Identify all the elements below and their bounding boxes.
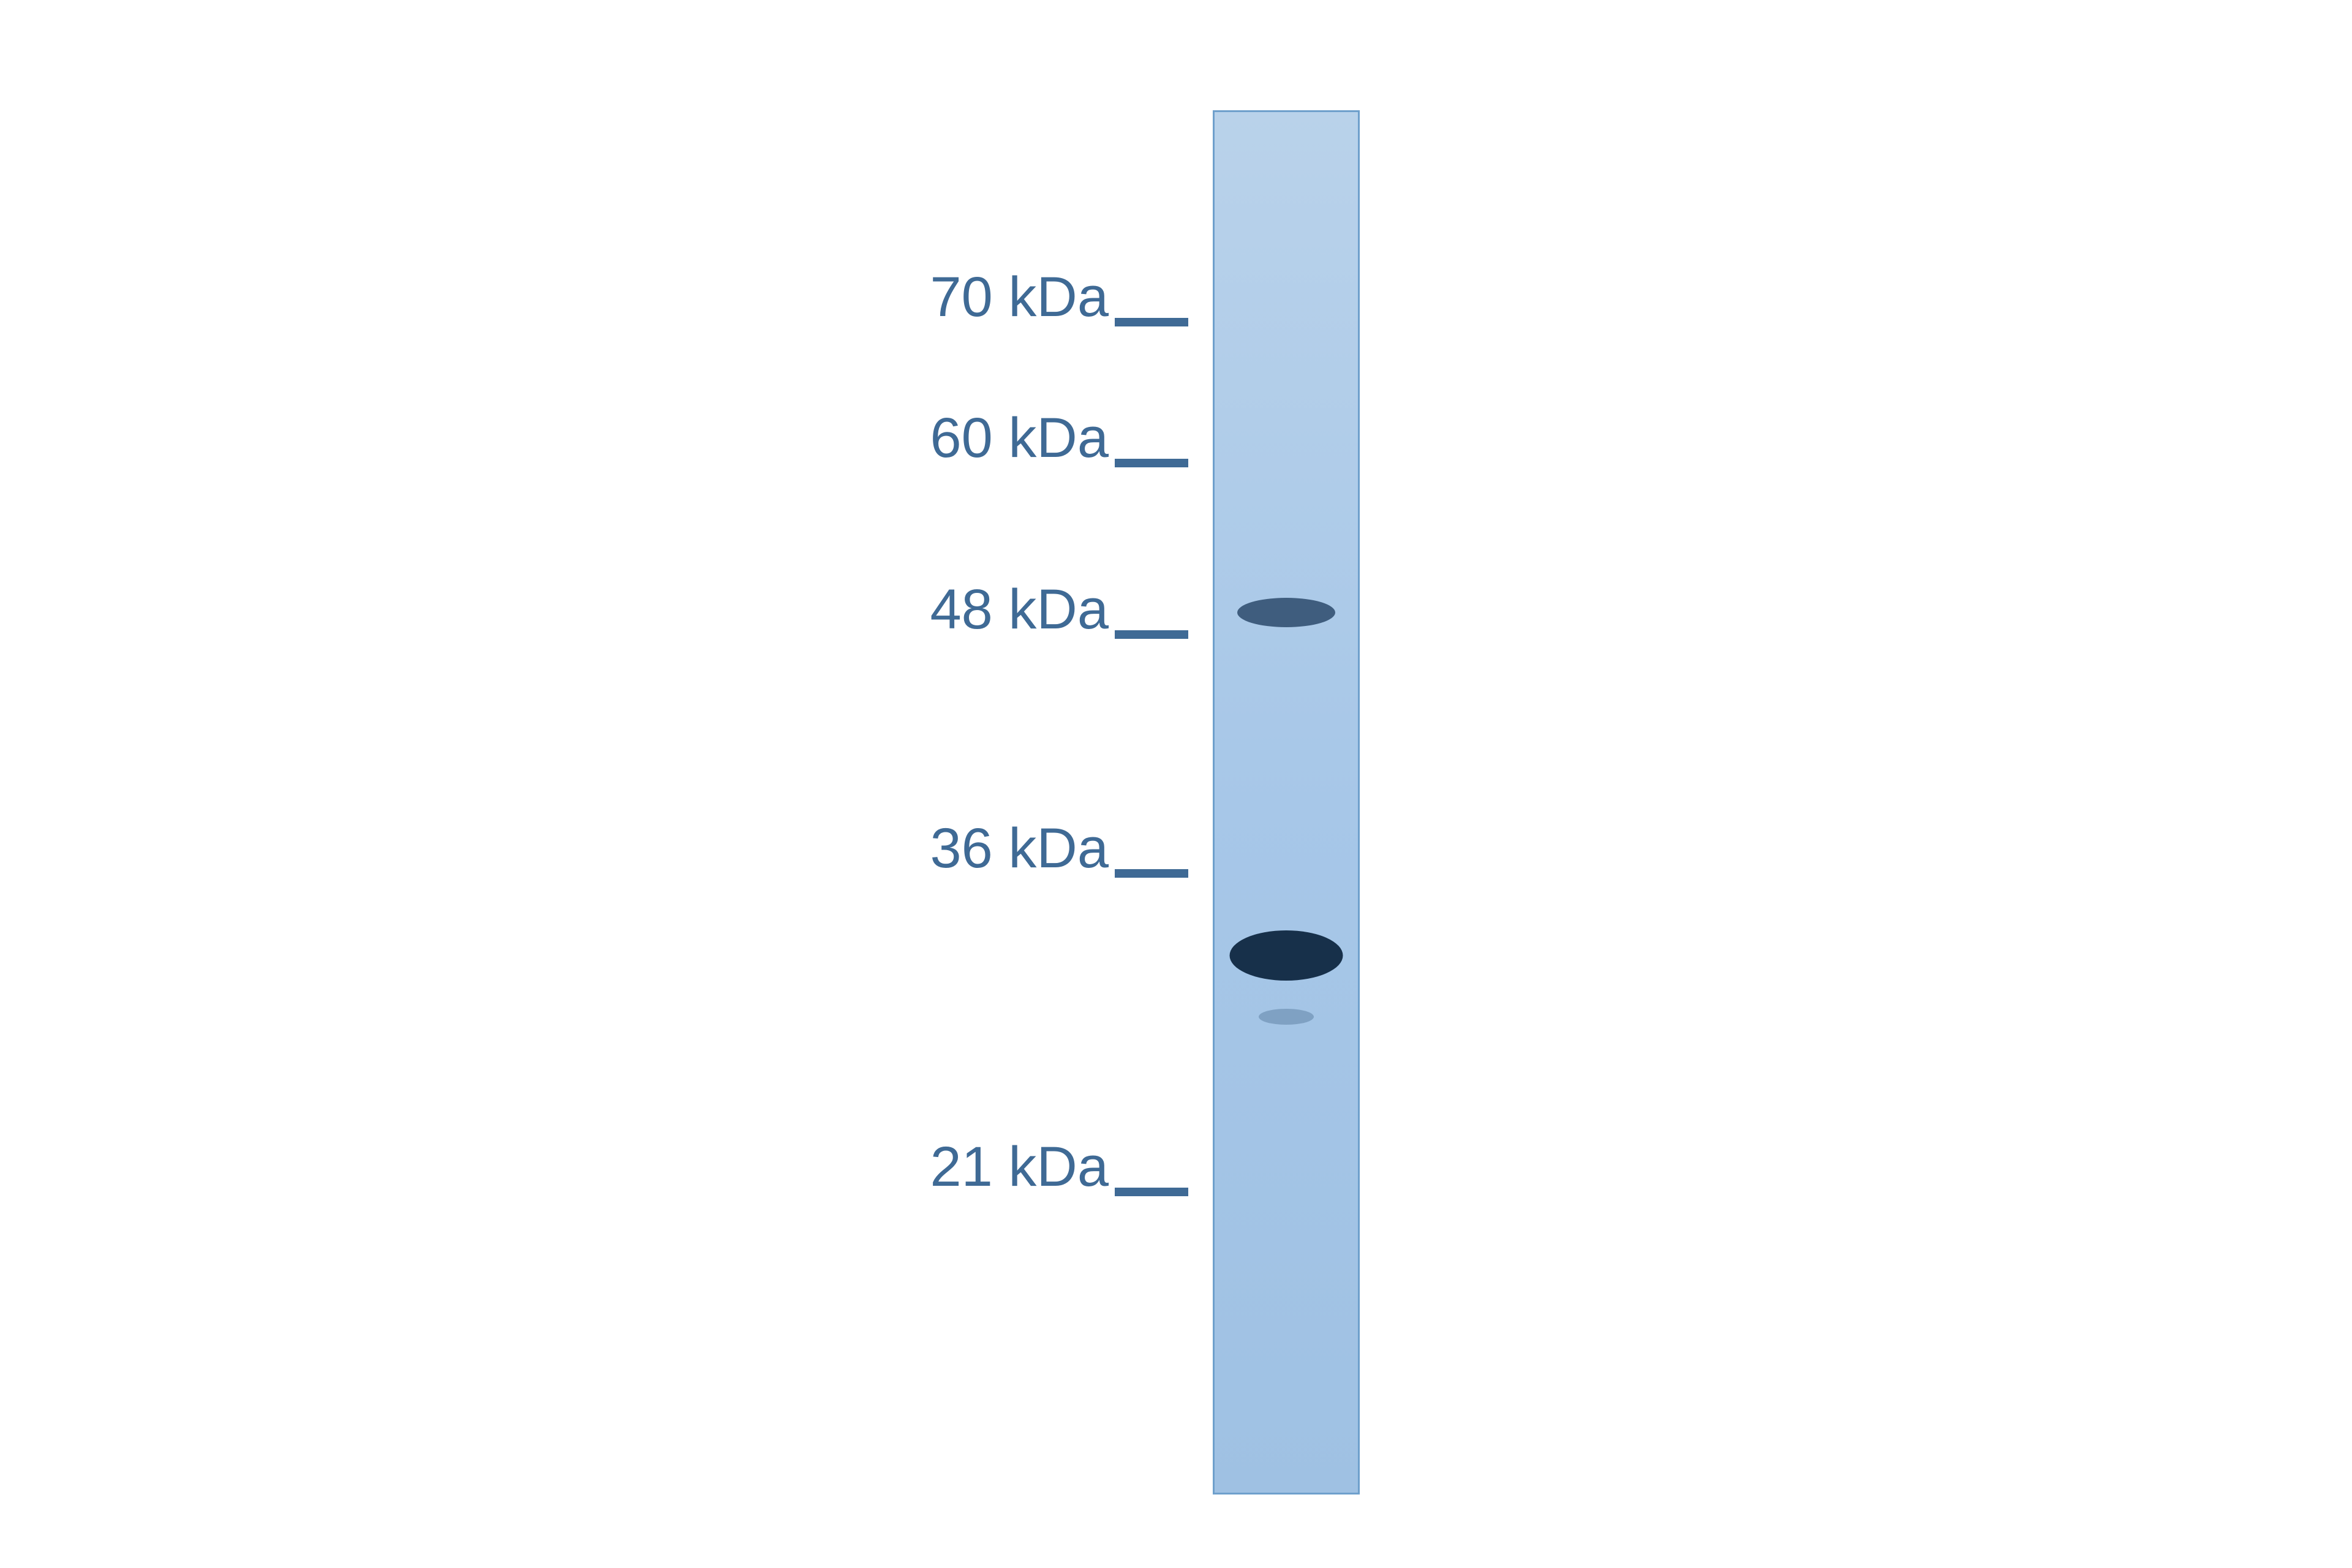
marker-label-1: 60 kDa bbox=[729, 406, 1109, 470]
blot-band-2 bbox=[1259, 1009, 1314, 1025]
marker-label-4: 21 kDa bbox=[729, 1135, 1109, 1199]
blot-band-1 bbox=[1230, 930, 1343, 981]
marker-tick-0 bbox=[1115, 318, 1188, 326]
marker-tick-4 bbox=[1115, 1188, 1188, 1196]
marker-label-0: 70 kDa bbox=[729, 265, 1109, 330]
blot-lane bbox=[1213, 110, 1360, 1494]
marker-tick-3 bbox=[1115, 869, 1188, 878]
blot-band-0 bbox=[1237, 598, 1335, 627]
marker-label-2: 48 kDa bbox=[729, 578, 1109, 642]
marker-tick-1 bbox=[1115, 459, 1188, 467]
blot-figure: 70 kDa 60 kDa 48 kDa 36 kDa 21 kDa bbox=[0, 0, 2352, 1568]
marker-tick-2 bbox=[1115, 630, 1188, 639]
marker-label-3: 36 kDa bbox=[729, 816, 1109, 881]
